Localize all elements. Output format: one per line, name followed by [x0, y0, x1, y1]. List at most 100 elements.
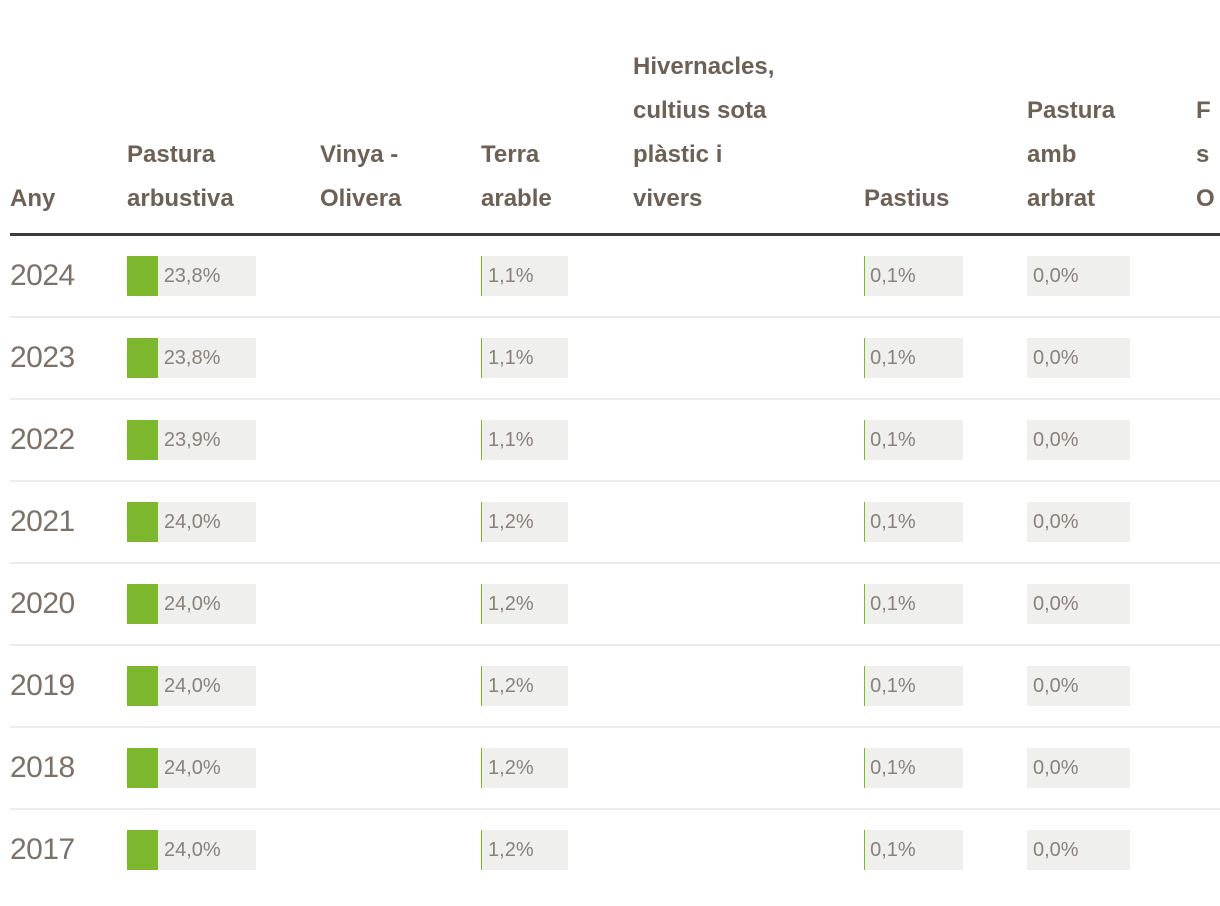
bar-track: 24,0% [127, 584, 256, 624]
bar-track: 1,2% [481, 584, 568, 624]
cell-pastura-amb-arbrat: 0,0% [1027, 666, 1196, 706]
bar-track: 0,0% [1027, 502, 1130, 542]
bar-track: 24,0% [127, 830, 256, 870]
cell-pastura-arbustiva: 24,0% [127, 502, 320, 542]
cell-pastura-amb-arbrat: 0,0% [1027, 420, 1196, 460]
header-cell-pastura-amb-arbrat: Pastura amb arbrat [1027, 89, 1196, 233]
table-body: 2024 23,8% 1,1% 0,1% 0,0% [10, 236, 1220, 890]
header-cell-vinya-olivera: Vinya - Olivera [320, 133, 481, 233]
year-cell: 2024 [10, 259, 75, 292]
value-label: 1,2% [488, 510, 534, 533]
bar-track: 24,0% [127, 502, 256, 542]
value-label: 0,1% [870, 346, 916, 369]
header-label: s [1196, 141, 1210, 168]
value-label: 24,0% [163, 756, 221, 779]
bar-track: 1,2% [481, 666, 568, 706]
bar-track: 23,8% [127, 256, 256, 296]
value-label: 0,1% [870, 838, 916, 861]
bar-fill [127, 338, 158, 378]
bar-track: 23,8% [127, 338, 256, 378]
header-label: Vinya - [320, 141, 399, 168]
table-row: 2019 24,0% 1,2% 0,1% 0,0% [10, 646, 1220, 728]
bar-track: 0,1% [864, 338, 963, 378]
cell-pastura-amb-arbrat: 0,0% [1027, 256, 1196, 296]
cell-pastius: 0,1% [864, 502, 1027, 542]
header-label: plàstic i [633, 141, 723, 168]
cell-terra-arable: 1,1% [481, 420, 633, 460]
value-label: 0,1% [870, 756, 916, 779]
header-label: O [1196, 185, 1215, 212]
bar-track: 1,2% [481, 748, 568, 788]
bar-fill [127, 666, 158, 706]
bar-track: 0,0% [1027, 338, 1130, 378]
header-label: Pastura [1027, 97, 1116, 124]
bar-track: 1,1% [481, 338, 568, 378]
value-label: 1,2% [488, 838, 534, 861]
bar-fill [127, 830, 158, 870]
table-header: Any Pastura arbustiva Vinya - Olivera Te… [10, 0, 1220, 236]
header-label: Terra [481, 141, 540, 168]
cell-pastura-amb-arbrat: 0,0% [1027, 338, 1196, 378]
bar-track: 24,0% [127, 666, 256, 706]
value-label: 1,1% [487, 264, 534, 287]
header-label: arbrat [1027, 185, 1096, 212]
header-cell-any: Any [10, 177, 127, 233]
header-label: vivers [633, 185, 703, 212]
table-row: 2020 24,0% 1,2% 0,1% 0,0% [10, 564, 1220, 646]
bar-fill [481, 338, 482, 378]
cell-pastura-arbustiva: 23,8% [127, 338, 320, 378]
value-label: 0,0% [1033, 510, 1079, 533]
table-row: 2021 24,0% 1,2% 0,1% 0,0% [10, 482, 1220, 564]
bar-track: 1,2% [481, 502, 568, 542]
year-cell: 2022 [10, 423, 75, 456]
table-row: 2022 23,9% 1,1% 0,1% 0,0% [10, 400, 1220, 482]
value-label: 0,0% [1033, 346, 1079, 369]
bar-track: 0,1% [864, 666, 963, 706]
bar-fill [481, 666, 483, 706]
bar-track: 0,1% [864, 584, 963, 624]
value-label: 0,1% [870, 510, 916, 533]
value-label: 23,8% [163, 264, 221, 287]
bar-track: 1,1% [481, 256, 568, 296]
header-label: cultius sota [633, 97, 767, 124]
value-label: 0,0% [1033, 756, 1079, 779]
bar-track: 23,9% [127, 420, 256, 460]
header-cell-pastura-arbustiva: Pastura arbustiva [127, 133, 320, 233]
value-label: 0,1% [870, 428, 916, 451]
cell-pastura-arbustiva: 24,0% [127, 584, 320, 624]
value-label: 0,0% [1033, 674, 1079, 697]
bar-fill [127, 748, 158, 788]
bar-fill [127, 256, 158, 296]
value-label: 0,0% [1033, 838, 1079, 861]
value-label: 0,0% [1033, 592, 1079, 615]
bar-track: 24,0% [127, 748, 256, 788]
cell-pastius: 0,1% [864, 666, 1027, 706]
header-label: F [1196, 97, 1211, 124]
year-cell: 2018 [10, 751, 75, 784]
bar-track: 0,1% [864, 420, 963, 460]
cell-terra-arable: 1,2% [481, 584, 633, 624]
value-label: 23,8% [163, 346, 221, 369]
header-cell-hivernacles: Hivernacles, cultius sota plàstic i vive… [633, 45, 864, 233]
value-label: 24,0% [163, 510, 221, 533]
cell-terra-arable: 1,1% [481, 338, 633, 378]
header-cell-terra-arable: Terra arable [481, 133, 633, 233]
value-label: 1,2% [488, 674, 534, 697]
bar-track: 0,1% [864, 256, 963, 296]
header-label: arbustiva [127, 185, 234, 212]
value-label: 0,1% [870, 264, 916, 287]
bar-track: 0,0% [1027, 584, 1130, 624]
cell-pastius: 0,1% [864, 420, 1027, 460]
bar-fill [481, 256, 482, 296]
bar-fill [127, 420, 158, 460]
value-label: 24,0% [163, 838, 221, 861]
table-row: 2017 24,0% 1,2% 0,1% 0,0% [10, 810, 1220, 890]
header-label: Any [10, 185, 56, 212]
cell-pastius: 0,1% [864, 256, 1027, 296]
cell-pastius: 0,1% [864, 338, 1027, 378]
bar-track: 1,2% [481, 830, 568, 870]
header-cell-pastius: Pastius [864, 177, 1027, 233]
cell-pastius: 0,1% [864, 584, 1027, 624]
cell-pastura-arbustiva: 23,9% [127, 420, 320, 460]
